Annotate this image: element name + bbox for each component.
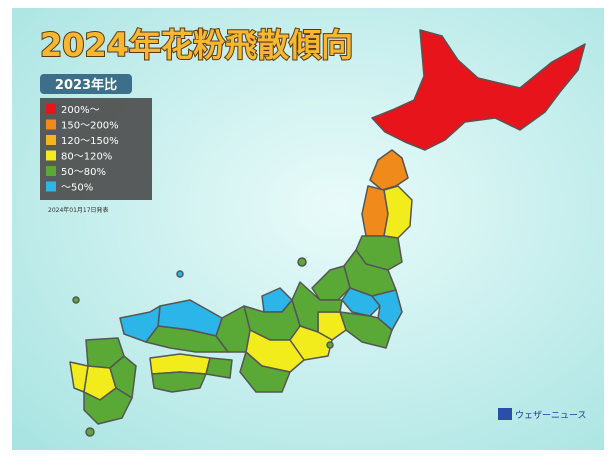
island [297, 257, 307, 267]
legend-label: ～50% [61, 183, 93, 194]
region [119, 305, 161, 343]
legend: 200%～ 150～200% 120～150% 80～120% 50～80% ～50% [46, 104, 119, 194]
region [145, 325, 229, 353]
region [205, 357, 233, 379]
region [383, 185, 413, 239]
region [239, 351, 291, 393]
region [339, 311, 393, 349]
subtitle: 2023年比 [55, 77, 117, 93]
island [85, 427, 95, 437]
legend-label: 50～80% [61, 167, 106, 178]
island [176, 270, 184, 278]
legend-box [40, 98, 152, 200]
legend-swatch [46, 150, 56, 161]
legend-swatch [46, 135, 56, 145]
island [326, 341, 334, 349]
legend-swatch [46, 181, 56, 192]
legend-label: 150～200% [61, 121, 119, 132]
japan-map [69, 29, 586, 437]
region [151, 371, 207, 393]
logo-mark [498, 408, 512, 420]
legend-swatch [46, 119, 56, 130]
title: 2024年花粉飛散傾向 [40, 26, 353, 64]
logo-text: ウェザーニュース [515, 410, 587, 421]
island [72, 296, 80, 304]
date: 2024年01月17日発表 [48, 206, 109, 214]
region [149, 353, 211, 375]
legend-swatch [46, 104, 56, 114]
region [369, 149, 409, 191]
region [371, 29, 586, 151]
region [83, 387, 133, 425]
subtitle-badge [40, 74, 132, 94]
legend-swatch [46, 166, 56, 176]
legend-label: 80～120% [61, 152, 112, 163]
legend-label: 120～150% [61, 136, 119, 147]
legend-label: 200%～ [61, 105, 100, 116]
